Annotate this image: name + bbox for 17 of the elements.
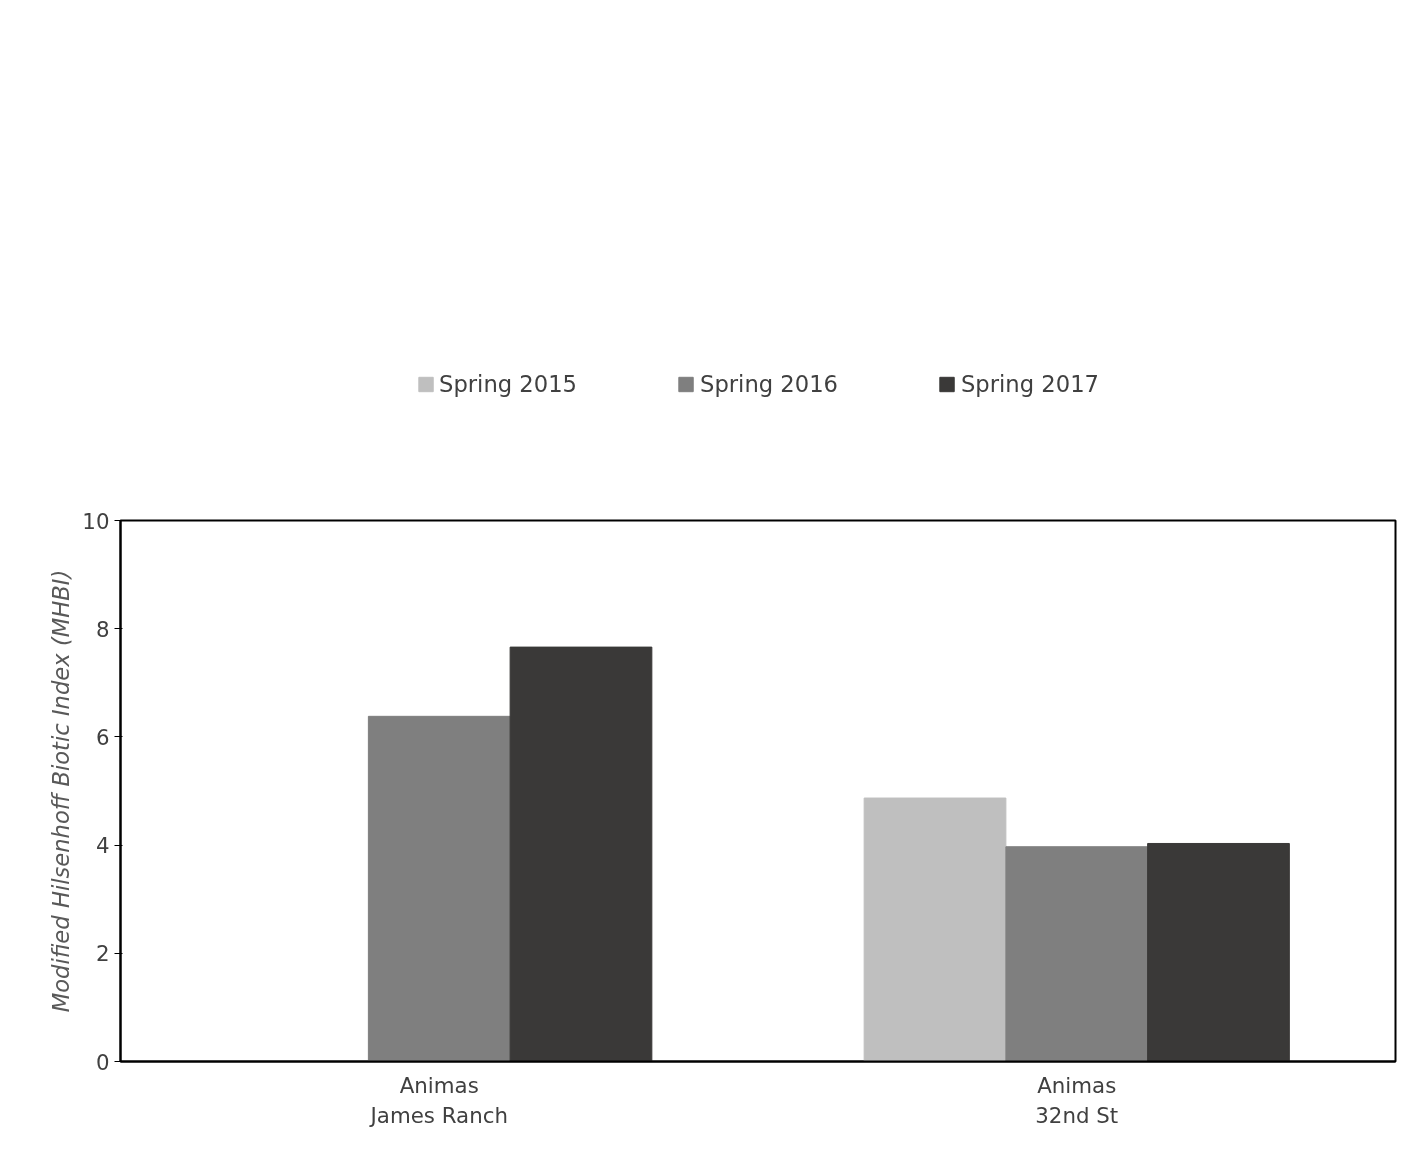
legend-label: Spring 2017: [960, 370, 1099, 397]
y-tick-label: 0: [95, 1049, 110, 1075]
y-tick-label: 8: [95, 616, 110, 642]
bar: [863, 797, 1007, 1062]
x-tick-label: Animas 32nd St: [1035, 1072, 1119, 1128]
legend-label: Spring 2016: [700, 370, 838, 397]
bar: [1147, 842, 1290, 1062]
y-tick-label: 4: [95, 833, 110, 859]
y-tick-label: 10: [82, 508, 110, 534]
y-tick-label: 6: [95, 724, 110, 750]
y-axis-title: Modified Hilsenhoff Biotic Index (MHBI): [48, 569, 75, 1013]
x-tick-label: Animas James Ranch: [368, 1072, 508, 1128]
y-tick-label: 2: [95, 941, 110, 967]
bar: [367, 715, 511, 1062]
legend-label: Spring 2015: [439, 370, 578, 397]
bar: [509, 646, 653, 1062]
bar: [1005, 846, 1149, 1062]
